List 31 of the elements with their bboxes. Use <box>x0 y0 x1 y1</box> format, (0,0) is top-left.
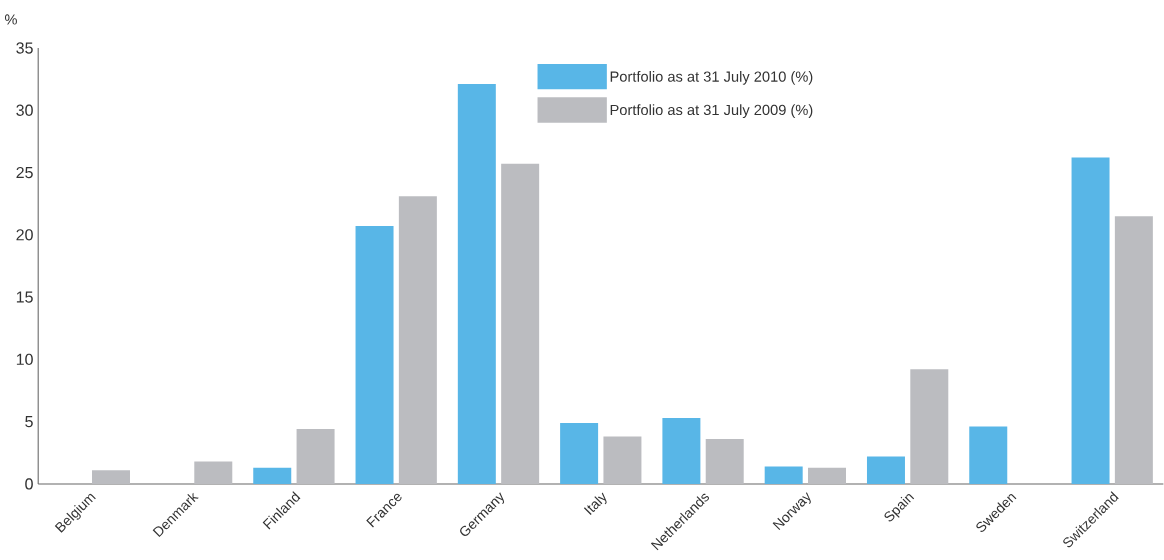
bar <box>1114 216 1153 484</box>
y-tick-label: 25 <box>16 166 33 179</box>
bar <box>808 467 847 484</box>
legend-label: Portfolio as at 31 July 2010 (%) <box>610 71 813 85</box>
bar <box>910 369 949 484</box>
x-tick-label: Italy <box>583 492 607 516</box>
bar <box>705 439 744 484</box>
bar <box>398 196 437 484</box>
y-tick-label: 0 <box>25 478 33 490</box>
bar <box>969 426 1008 484</box>
bar <box>501 163 540 484</box>
y-axis-title: % <box>4 14 17 25</box>
y-tick-label: 35 <box>16 42 33 54</box>
bar <box>194 461 233 484</box>
bar <box>457 84 496 484</box>
bar <box>603 436 642 484</box>
y-tick-label: 30 <box>16 104 33 116</box>
y-tick-label: 10 <box>16 353 33 366</box>
y-tick-label: 20 <box>16 229 33 241</box>
bar <box>662 417 701 484</box>
bar <box>355 226 394 484</box>
bar <box>866 456 905 484</box>
y-tick-label: 15 <box>16 291 33 303</box>
bar <box>764 466 803 484</box>
bar <box>92 470 130 484</box>
y-tick-label: 5 <box>25 416 33 428</box>
legend-label: Portfolio as at 31 July 2009 (%) <box>610 104 813 119</box>
bar <box>253 467 292 484</box>
bar <box>1071 157 1110 484</box>
bar <box>560 422 599 484</box>
bar <box>296 429 335 484</box>
